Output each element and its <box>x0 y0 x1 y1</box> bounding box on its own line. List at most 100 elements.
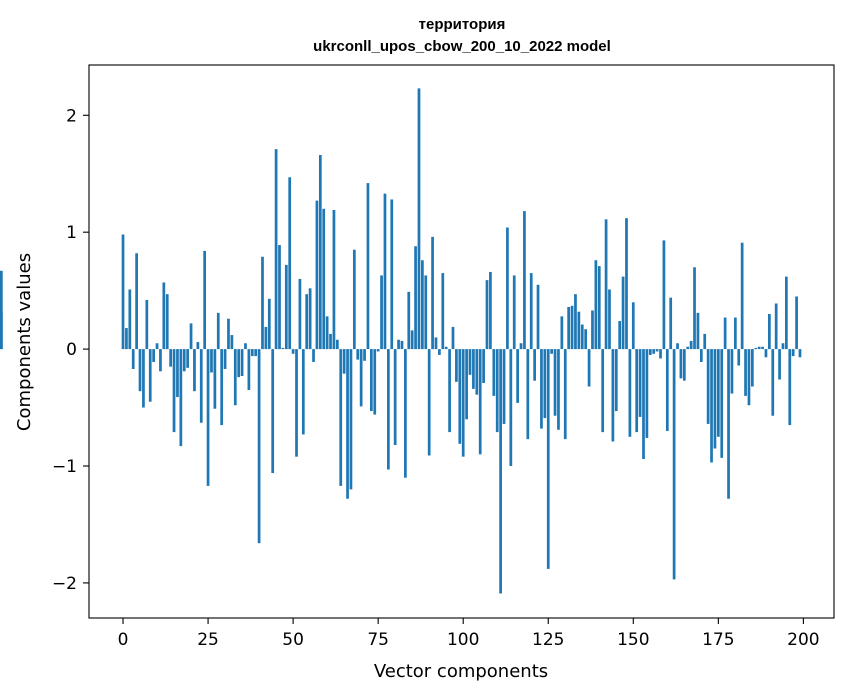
bar-195 <box>785 276 788 350</box>
bar-189 <box>764 349 768 358</box>
bar-198 <box>795 296 798 350</box>
x-axis-label: Vector components <box>374 661 548 682</box>
bar-59 <box>322 208 326 350</box>
bar-2 <box>128 289 132 350</box>
bar-82 <box>400 340 404 350</box>
bar-162 <box>672 349 676 580</box>
bar-108 <box>489 271 492 350</box>
bar-168 <box>693 267 696 350</box>
bar-27 <box>213 349 217 409</box>
bar-14 <box>169 349 172 367</box>
bar-137 <box>587 349 591 387</box>
bar-174 <box>713 349 717 449</box>
bar-186 <box>754 347 758 350</box>
bar-171 <box>703 333 707 350</box>
bar-13 <box>165 294 169 350</box>
bar-42 <box>264 326 268 350</box>
bar-4 <box>135 253 138 350</box>
bar-178 <box>727 349 730 499</box>
chart-title: территория <box>419 16 506 33</box>
bar-196 <box>788 349 792 426</box>
bar-185 <box>751 349 754 387</box>
bar-140 <box>597 266 601 350</box>
bar-150 <box>631 302 635 350</box>
x-tick-label-25: 25 <box>197 630 219 650</box>
y-axis-label: Components values <box>14 253 35 431</box>
bar-25 <box>206 349 210 486</box>
bar-40 <box>257 349 261 544</box>
bar-17 <box>179 349 183 447</box>
bar-29 <box>220 349 224 426</box>
bar-158 <box>659 349 662 359</box>
bar-107 <box>485 280 489 350</box>
bar-175 <box>716 349 720 437</box>
bar-132 <box>570 305 574 350</box>
bar-179 <box>730 349 734 394</box>
x-tick-label-50: 50 <box>282 630 304 650</box>
bar-48 <box>284 264 288 350</box>
bar-47 <box>281 347 285 350</box>
bar-156 <box>652 349 656 354</box>
x-tick-label-0: 0 <box>118 630 129 650</box>
bar-66 <box>346 349 349 499</box>
bar-136 <box>584 329 588 350</box>
bar-103 <box>472 349 475 389</box>
bar-57 <box>315 200 319 350</box>
bar-146 <box>618 321 622 350</box>
y-tick-label-1: 1 <box>66 223 77 243</box>
bar-78 <box>387 349 390 470</box>
bar-139 <box>594 260 598 350</box>
bar-52 <box>298 278 302 350</box>
bar-11 <box>159 349 162 372</box>
y-tick-label--1: −1 <box>52 457 77 477</box>
bar-126 <box>550 349 554 354</box>
bar-100 <box>461 349 465 457</box>
bar-176 <box>720 349 724 458</box>
bar-144 <box>611 349 615 442</box>
bar-194 <box>781 343 785 350</box>
bar-50 <box>291 349 295 354</box>
bar-119 <box>526 349 530 440</box>
bar-54 <box>305 294 309 350</box>
bar-16 <box>176 349 179 398</box>
bar-38 <box>250 349 254 357</box>
bar-22 <box>196 342 200 350</box>
bar-45 <box>274 149 278 350</box>
bar-105 <box>478 349 482 455</box>
bar-8 <box>148 349 152 402</box>
bar-43 <box>267 298 271 350</box>
bar-97 <box>451 326 455 350</box>
bar-63 <box>335 339 339 350</box>
bar-112 <box>502 349 506 424</box>
bar-15 <box>172 349 176 433</box>
bar-191 <box>771 349 775 416</box>
bar-87 <box>417 88 421 350</box>
bar-188 <box>761 346 764 350</box>
bar-65 <box>342 349 346 374</box>
bar-32 <box>230 335 234 350</box>
bar-161 <box>669 297 673 350</box>
bar-135 <box>580 324 584 350</box>
bar-182 <box>740 242 744 350</box>
bar-9 <box>152 349 155 362</box>
bar-151 <box>635 349 639 433</box>
x-tick-label-100: 100 <box>447 630 479 650</box>
bar-193 <box>778 349 781 380</box>
bar-24 <box>203 250 207 350</box>
bar-36 <box>244 343 247 350</box>
bar-134 <box>577 311 581 350</box>
bar-190 <box>768 314 771 350</box>
bar-141 <box>601 349 605 433</box>
bar-77 <box>383 193 387 350</box>
bar-undefined <box>0 270 3 350</box>
bar-19 <box>186 349 190 368</box>
bar-0 <box>121 234 125 350</box>
bar-51 <box>295 349 298 457</box>
bar-30 <box>223 349 227 369</box>
x-tick-label-175: 175 <box>702 630 734 650</box>
bar-28 <box>216 312 220 350</box>
x-tick-label-200: 200 <box>787 630 819 650</box>
bar-10 <box>155 343 159 350</box>
bar-34 <box>237 349 241 378</box>
